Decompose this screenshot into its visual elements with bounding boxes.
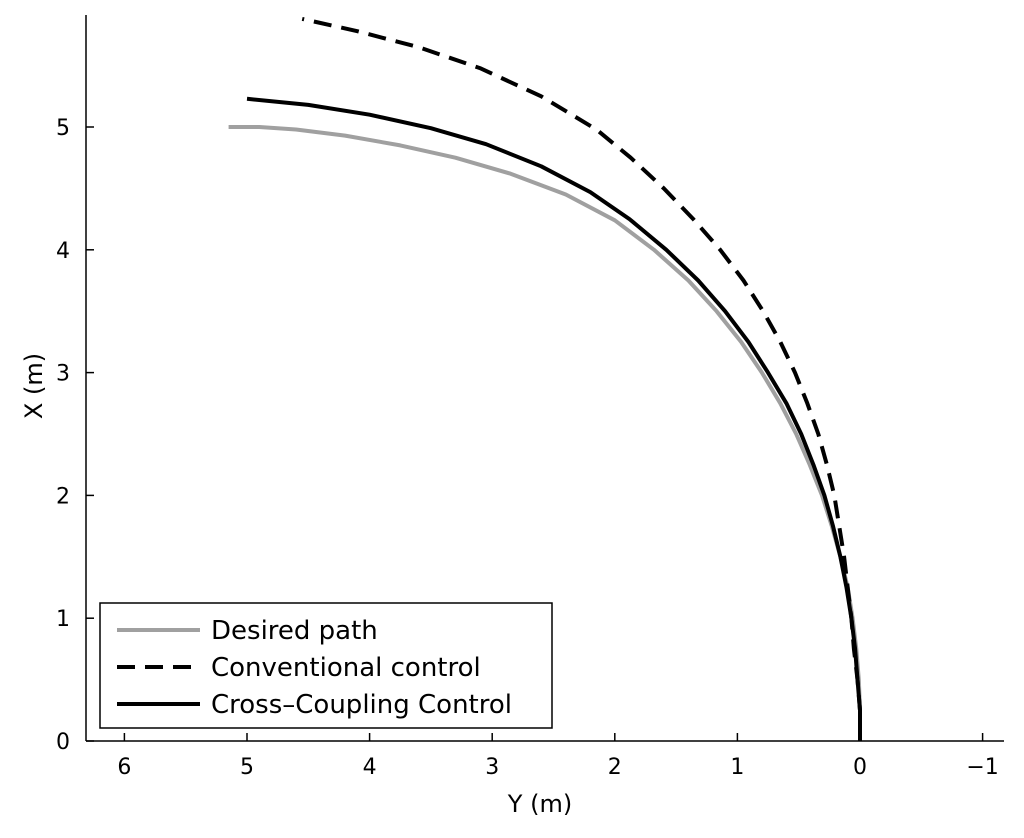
y-tick-label: 0 (56, 730, 70, 755)
x-tick-label: 4 (363, 755, 377, 780)
y-tick-label: 4 (56, 239, 70, 264)
y-tick-label: 5 (56, 116, 70, 141)
x-tick-label: 6 (117, 755, 131, 780)
y-tick-label: 2 (56, 484, 70, 509)
legend: Desired path Conventional control Cross–Co… (99, 602, 553, 729)
x-axis-label: Y (m) (507, 790, 572, 818)
x-tick-label: 2 (608, 755, 622, 780)
y-tick-label: 3 (56, 362, 70, 387)
y-tick-label: 1 (56, 607, 70, 632)
legend-label-2: Conventional control (211, 653, 481, 683)
x-tick-label: 5 (240, 755, 254, 780)
y-axis-label: X (m) (20, 353, 48, 419)
legend-label-3: Cross–Coupling Control (211, 690, 512, 720)
series-layer (228, 16, 862, 741)
axes-layer: 6 5 4 3 2 1 0 −1 0 1 2 3 4 5 Y (m) X (m) (20, 15, 1004, 818)
legend-label-1: Desired path (211, 616, 378, 646)
x-tick-label: −1 (966, 755, 998, 780)
x-tick-label: 1 (730, 755, 744, 780)
x-tick-label: 3 (485, 755, 499, 780)
x-tick-label: 0 (853, 755, 867, 780)
series-line-3 (246, 96, 862, 741)
